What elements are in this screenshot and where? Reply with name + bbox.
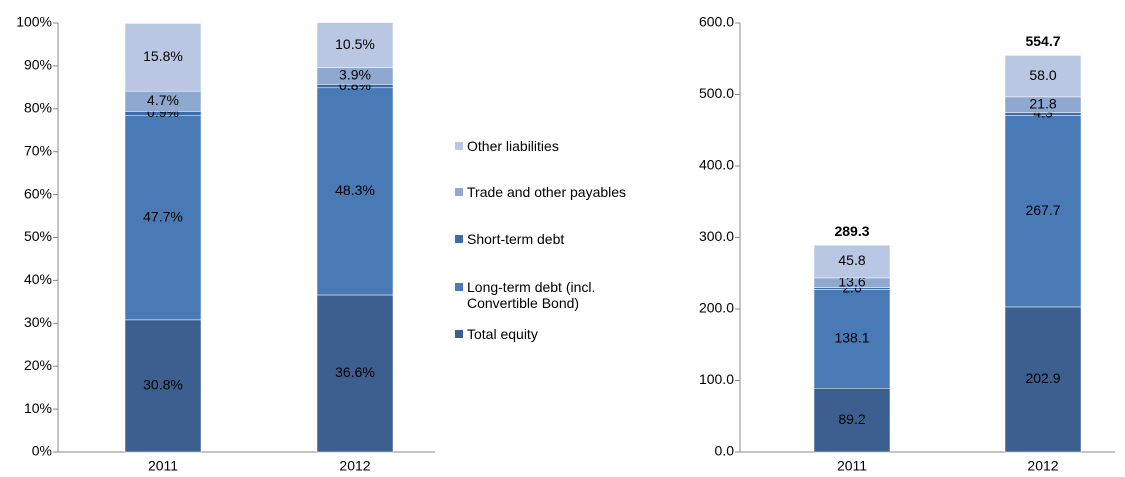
y-tick-label: 300.0 <box>699 228 734 244</box>
total-label: 554.7 <box>1025 33 1060 49</box>
bar-segment <box>1004 55 1082 98</box>
data-label: 202.9 <box>1025 370 1060 386</box>
y-tick-label: 60% <box>24 185 52 201</box>
legend-swatch <box>455 188 463 196</box>
legend-label: Long-term debt (incl. Convertible Bond) <box>467 279 596 311</box>
legend-item: Short-term debt <box>455 231 645 247</box>
y-tick-label: 50% <box>24 228 52 244</box>
data-label: 267.7 <box>1025 202 1060 218</box>
y-tick-label: 400.0 <box>699 157 734 173</box>
bar-segment <box>124 23 202 92</box>
x-tick-label: 2011 <box>148 458 178 474</box>
y-tick-label: 80% <box>24 100 52 116</box>
x-tick-label: 2012 <box>339 458 370 474</box>
data-label: 89.2 <box>838 411 865 427</box>
data-label: 3.9% <box>339 67 371 83</box>
data-label: 47.7% <box>143 208 183 224</box>
legend-swatch <box>455 235 463 243</box>
x-tick-label: 2011 <box>837 458 867 474</box>
data-label: 30.8% <box>143 377 183 393</box>
legend-label: Trade and other payables <box>467 184 627 200</box>
data-label: 48.3% <box>335 182 375 198</box>
data-label: 10.5% <box>335 36 375 52</box>
legend-item: Other liabilities <box>455 138 645 154</box>
y-tick-label: 70% <box>24 142 52 158</box>
data-label: 138.1 <box>834 330 869 346</box>
bar-segment <box>316 87 394 296</box>
legend-item: Trade and other payables <box>455 184 645 200</box>
legend-swatch <box>455 283 463 291</box>
data-label: 36.6% <box>335 364 375 380</box>
bar-segment <box>813 244 891 279</box>
legend-label: Short-term debt <box>467 231 565 247</box>
data-label: 15.8% <box>143 48 183 64</box>
bar-segment <box>813 387 891 453</box>
bar-segment <box>813 289 891 389</box>
y-tick-label: 0% <box>32 443 52 459</box>
y-tick-label: 0.0 <box>715 443 735 459</box>
y-tick-label: 30% <box>24 314 52 330</box>
data-label: 45.8 <box>838 252 865 268</box>
legend-label: Other liabilities <box>467 138 559 154</box>
legend-item: Total equity <box>455 326 645 342</box>
legend-item: Long-term debt (incl. Convertible Bond) <box>455 279 645 311</box>
x-tick-label: 2012 <box>1027 458 1058 474</box>
total-label: 289.3 <box>834 223 869 239</box>
y-tick-label: 10% <box>24 400 52 416</box>
data-label: 58.0 <box>1029 67 1056 83</box>
bar-segment <box>1004 115 1082 308</box>
y-tick-label: 20% <box>24 357 52 373</box>
y-tick-label: 100% <box>16 14 52 30</box>
y-tick-label: 500.0 <box>699 85 734 101</box>
bar-segment <box>316 22 394 68</box>
bar-segment <box>316 294 394 453</box>
data-label: 21.8 <box>1029 95 1056 111</box>
bar-segment <box>124 114 202 321</box>
y-tick-label: 200.0 <box>699 300 734 316</box>
legend-swatch <box>455 142 463 150</box>
y-tick-label: 100.0 <box>699 371 734 387</box>
y-tick-label: 40% <box>24 271 52 287</box>
legend-label: Total equity <box>467 326 538 342</box>
y-tick-label: 90% <box>24 57 52 73</box>
data-label: 4.7% <box>147 92 179 108</box>
legend-swatch <box>455 330 463 338</box>
bar-segment <box>124 319 202 453</box>
y-tick-label: 600.0 <box>699 14 734 30</box>
